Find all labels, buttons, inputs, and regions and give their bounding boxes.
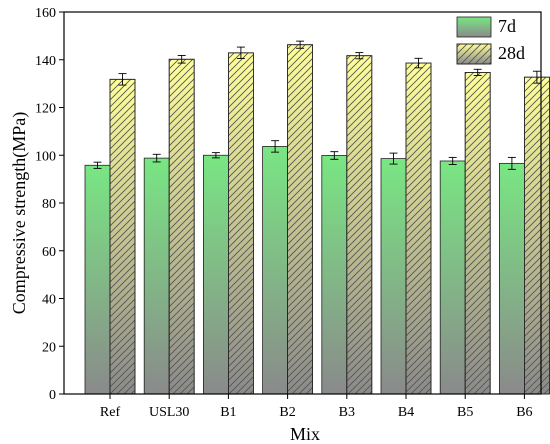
error-bar-7d-b4 xyxy=(389,152,398,165)
bar-hatch-28d-b2 xyxy=(287,44,314,395)
y-tick-label: 100 xyxy=(35,149,56,164)
x-tick-label: B6 xyxy=(516,405,532,420)
x-tick-label: USL30 xyxy=(149,405,189,420)
bar-7d-b4 xyxy=(380,158,407,395)
bar-hatch-28d-b3 xyxy=(346,55,373,395)
bar-7d-usl30 xyxy=(143,157,170,395)
bar-hatch-28d-usl30 xyxy=(168,58,195,395)
error-bar-7d-b6 xyxy=(507,156,516,170)
x-tick-label: B3 xyxy=(339,405,355,420)
y-tick-label: 140 xyxy=(35,54,56,69)
bar-7d-ref xyxy=(84,164,111,395)
y-axis: 0 20 40 60 80 100 120 140 160 xyxy=(35,6,64,403)
x-tick-label: B2 xyxy=(279,405,295,420)
bar-7d-b2 xyxy=(262,146,289,395)
error-bar-28d-b1 xyxy=(236,46,245,60)
error-bar-28d-b5 xyxy=(473,68,482,76)
bar-hatch-28d-ref xyxy=(109,78,136,395)
bar-hatch-28d-b6 xyxy=(524,76,550,395)
y-tick-label: 0 xyxy=(49,388,56,403)
error-bar-28d-usl30 xyxy=(177,55,186,64)
y-tick-label: 120 xyxy=(35,102,56,117)
x-tick-label: B1 xyxy=(220,405,236,420)
y-tick-label: 60 xyxy=(42,245,56,260)
x-axis: Ref USL30 B1 B2 B3 B4 B5 B6 xyxy=(100,394,533,420)
y-tick-label: 40 xyxy=(42,293,56,308)
x-tick-label: Ref xyxy=(100,405,121,420)
bar-7d-b1 xyxy=(202,154,229,395)
error-bar-7d-usl30 xyxy=(152,153,161,163)
legend-swatch-7d xyxy=(456,16,492,38)
x-tick-label: B5 xyxy=(457,405,473,420)
error-bar-28d-b4 xyxy=(414,57,423,69)
legend-label-28d: 28d xyxy=(498,43,525,63)
bar-hatch-28d-b5 xyxy=(464,72,491,395)
bar-hatch-28d-b4 xyxy=(405,62,432,395)
x-tick-label: B4 xyxy=(398,405,414,420)
legend-label-7d: 7d xyxy=(498,16,516,36)
bar-7d-b5 xyxy=(439,160,466,395)
error-bar-28d-b6 xyxy=(532,70,541,84)
error-bar-28d-b2 xyxy=(296,40,305,49)
x-axis-title: Mix xyxy=(290,424,320,444)
bar-hatch-28d-b1 xyxy=(227,52,254,395)
error-bar-7d-b5 xyxy=(448,156,457,166)
error-bar-28d-b3 xyxy=(355,52,364,60)
error-bars-group xyxy=(93,40,541,170)
legend-swatch-hatch-28d xyxy=(456,43,492,65)
bar-7d-b6 xyxy=(498,162,525,395)
error-bar-7d-b3 xyxy=(330,151,339,160)
error-bar-7d-ref xyxy=(93,161,102,169)
bars-group xyxy=(84,44,550,395)
y-tick-label: 80 xyxy=(42,197,56,212)
error-bar-7d-b2 xyxy=(271,140,280,153)
y-tick-label: 20 xyxy=(42,340,56,355)
y-tick-label: 160 xyxy=(35,6,56,21)
bar-7d-b3 xyxy=(321,155,348,395)
y-axis-title: Compressive strength(MPa) xyxy=(9,112,30,314)
error-bar-28d-ref xyxy=(118,73,127,86)
error-bar-7d-b1 xyxy=(211,152,220,159)
